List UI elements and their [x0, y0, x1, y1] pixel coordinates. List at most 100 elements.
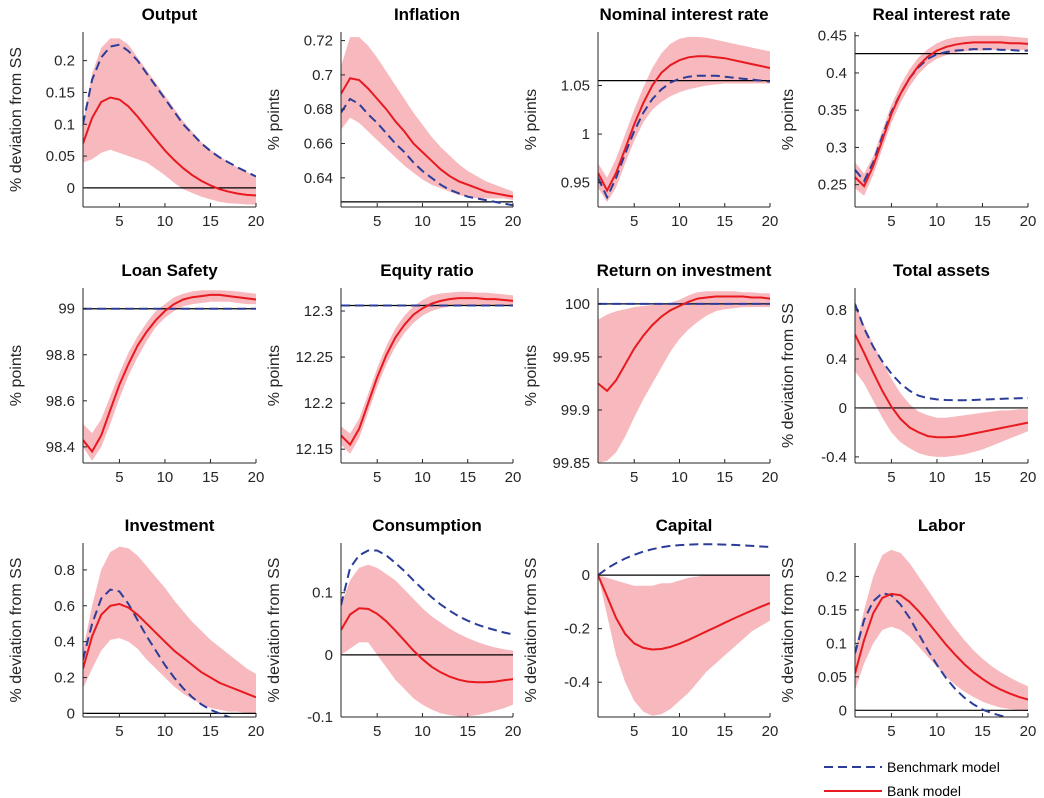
x-tick-label: 5 [630, 213, 638, 230]
x-tick-label: 5 [630, 469, 638, 486]
y-tick-label: 98.6 [46, 393, 75, 410]
x-tick-label: 15 [202, 469, 219, 486]
confidence-band [598, 291, 770, 463]
confidence-band [598, 575, 770, 716]
confidence-band [855, 303, 1028, 457]
y-tick-label: 0.05 [46, 148, 75, 165]
y-tick-label: 0.72 [304, 33, 333, 50]
x-tick-label: 10 [671, 213, 688, 230]
plot-area [341, 549, 513, 717]
chart-title: Total assets [893, 261, 990, 280]
x-tick-label: 10 [671, 469, 688, 486]
x-tick-label: 5 [887, 213, 895, 230]
y-tick-label: 99.85 [552, 455, 590, 472]
y-axis-label: % deviation from SS [266, 558, 283, 703]
x-tick-label: 20 [1020, 723, 1037, 740]
x-tick-label: 10 [157, 469, 174, 486]
y-axis-label: % points [266, 89, 283, 150]
y-tick-label: 0.4 [826, 65, 847, 82]
benchmark-model-line [855, 48, 1028, 183]
y-tick-label: 0.2 [54, 670, 75, 687]
y-tick-label: 0.2 [54, 53, 75, 70]
x-tick-label: 5 [887, 469, 895, 486]
y-tick-label: 0 [839, 400, 847, 417]
y-tick-label: 0.4 [826, 351, 847, 368]
benchmark-model-line [83, 43, 256, 178]
y-tick-label: 0.05 [818, 669, 847, 686]
x-tick-label: 15 [202, 213, 219, 230]
confidence-band [598, 36, 770, 203]
plot-area [855, 303, 1028, 457]
legend-label: Bank model [887, 783, 961, 798]
chart-panel: 5 10 15 20 12.15 12.2 12.25 12.3 Equity ratio % p… [266, 261, 521, 486]
y-tick-label: 12.25 [295, 349, 333, 366]
y-tick-label: 0.15 [46, 84, 75, 101]
y-tick-label: 99.9 [561, 402, 590, 419]
chart-panel: 5 10 15 20 99.85 99.9 99.95 100 Return on invest… [523, 261, 778, 486]
x-tick-label: 10 [929, 723, 946, 740]
x-tick-label: 10 [414, 469, 431, 486]
x-tick-label: 5 [373, 469, 381, 486]
y-tick-label: 0.45 [818, 28, 847, 45]
chart-panel: 5 10 15 20 -0.1 0 0.1 Consumption % deviation fr… [266, 516, 521, 740]
chart-title: Output [142, 5, 198, 24]
chart-title: Equity ratio [380, 261, 474, 280]
chart-panel: 5 10 15 20 0 0.05 0.1 0.15 0.2 Labor % deviation f… [780, 516, 1036, 740]
x-tick-label: 5 [373, 213, 381, 230]
x-tick-label: 10 [929, 469, 946, 486]
y-tick-label: 1 [582, 126, 590, 143]
benchmark-model-line [598, 74, 770, 200]
x-tick-label: 20 [1020, 213, 1037, 230]
x-tick-label: 10 [157, 723, 174, 740]
y-axis-label: % points [8, 345, 25, 406]
chart-panel: 5 10 15 20 0 0.2 0.4 0.6 0.8 Investment % deviatio… [8, 516, 264, 740]
y-tick-label: 0.1 [826, 635, 847, 652]
y-tick-label: 12.2 [304, 395, 333, 412]
legend: Benchmark model Bank model [824, 759, 1000, 798]
chart-panel: 5 10 15 20 0 0.05 0.1 0.15 0.2 Output % deviation … [8, 5, 264, 230]
x-tick-label: 20 [762, 213, 779, 230]
confidence-band [855, 549, 1028, 711]
plot-area [855, 549, 1028, 717]
y-tick-label: 0.7 [312, 67, 333, 84]
x-tick-label: 20 [505, 723, 522, 740]
x-tick-label: 10 [157, 213, 174, 230]
bank-model-line [341, 607, 513, 684]
x-tick-label: 20 [762, 469, 779, 486]
bank-model-line [83, 96, 256, 197]
bank-model-line [855, 334, 1028, 439]
chart-title: Labor [918, 516, 966, 535]
x-tick-label: 10 [414, 213, 431, 230]
confidence-band [341, 291, 513, 454]
x-tick-label: 5 [115, 723, 123, 740]
chart-panel: 5 10 15 20 98.4 98.6 98.8 99 Loan Safety % points [8, 261, 264, 486]
x-tick-label: 20 [248, 469, 265, 486]
x-tick-label: 20 [762, 723, 779, 740]
y-tick-label: 0 [67, 705, 75, 722]
bank-model-line [341, 297, 513, 447]
y-axis-label: % deviation from SS [780, 558, 797, 703]
chart-title: Nominal interest rate [599, 5, 768, 24]
legend-label: Benchmark model [887, 759, 1000, 775]
y-tick-label: 0.6 [54, 598, 75, 615]
x-tick-label: 20 [1020, 469, 1037, 486]
x-tick-label: 5 [115, 213, 123, 230]
bank-model-line [855, 41, 1028, 188]
y-tick-label: 0 [582, 567, 590, 584]
x-tick-label: 5 [630, 723, 638, 740]
chart-title: Return on investment [597, 261, 772, 280]
x-tick-label: 20 [248, 723, 265, 740]
y-tick-label: -0.4 [821, 449, 847, 466]
confidence-band [83, 38, 256, 205]
bank-model-line [598, 295, 770, 393]
y-tick-label: 0 [67, 180, 75, 197]
y-tick-label: 0.4 [54, 634, 75, 651]
x-tick-label: 10 [414, 723, 431, 740]
y-axis-label: % points [523, 89, 540, 150]
x-tick-label: 15 [716, 213, 733, 230]
plot-area [598, 291, 770, 463]
y-tick-label: -0.1 [307, 709, 333, 726]
chart-title: Inflation [394, 5, 460, 24]
benchmark-model-line [855, 592, 1012, 717]
y-tick-label: 0.35 [818, 102, 847, 119]
